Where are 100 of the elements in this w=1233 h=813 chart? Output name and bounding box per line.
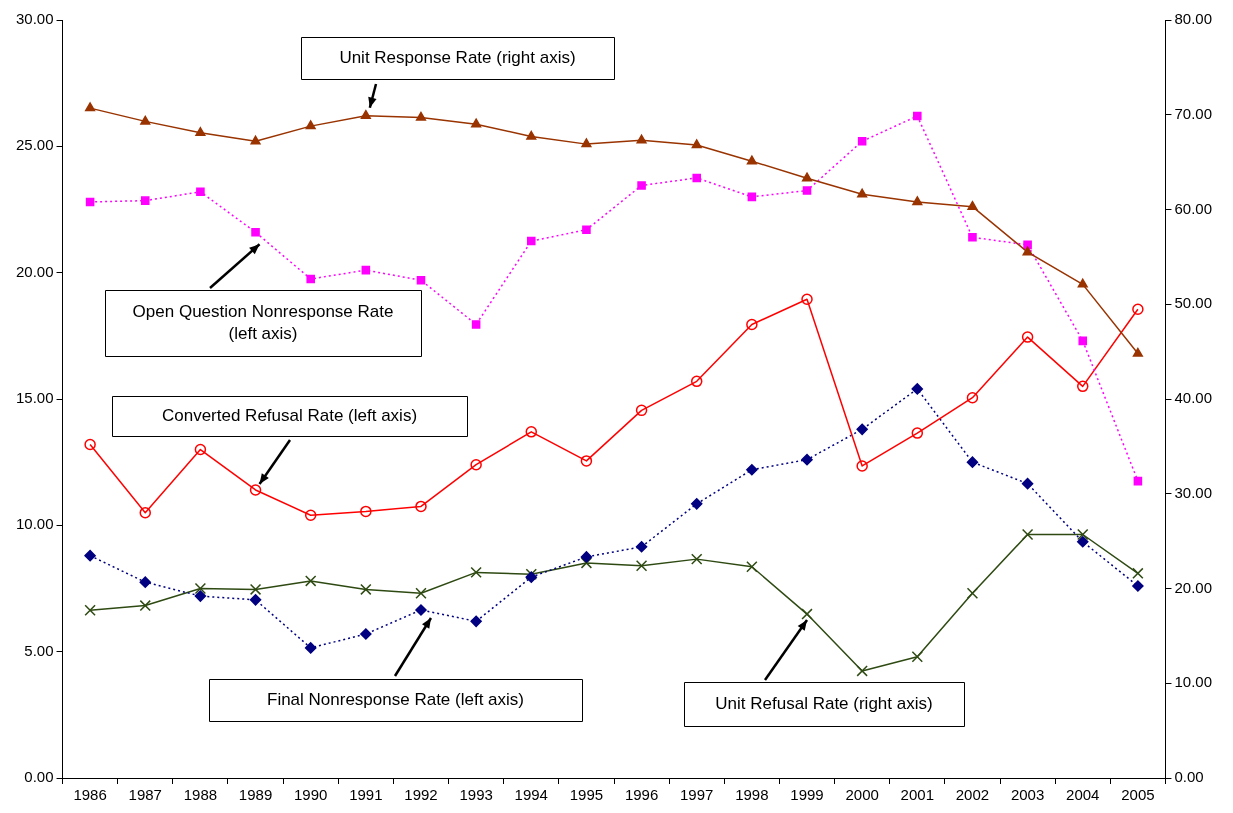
point: [635, 404, 648, 417]
point: [195, 127, 206, 136]
point: [1022, 246, 1033, 256]
point: [746, 561, 758, 573]
point: [140, 196, 150, 205]
point: [249, 484, 262, 496]
y-tick-label: 10.00: [15, 515, 54, 533]
point: [691, 139, 702, 149]
text: Converted Refusal Rate (left axis): [161, 405, 418, 425]
x-tick-label: 1999: [790, 786, 824, 804]
point: [194, 443, 207, 456]
series-label: Unit Refusal Rate (right axis): [715, 693, 933, 713]
point: [691, 553, 703, 565]
y2-tick-label: 30.00: [1174, 483, 1213, 501]
point: [1132, 580, 1144, 592]
point: [856, 423, 868, 436]
point: [968, 233, 977, 242]
point: [360, 583, 372, 596]
point: [1077, 278, 1088, 288]
x-tick-label: 1990: [294, 786, 328, 804]
point: [966, 587, 979, 599]
y2-tick-label: 20.00: [1174, 578, 1213, 596]
point: [250, 135, 261, 145]
point: [1133, 476, 1143, 486]
point: [747, 192, 757, 202]
x-tick-label: 2002: [955, 786, 990, 804]
point: [801, 172, 813, 182]
point: [251, 227, 260, 237]
x-tick-label: 1997: [680, 786, 714, 804]
point: [471, 320, 481, 329]
point: [84, 438, 96, 451]
point: [635, 541, 648, 553]
point: [967, 200, 978, 210]
point: [526, 130, 537, 140]
point: [1132, 303, 1144, 316]
point: [1077, 528, 1089, 541]
x-tick-label: 1995: [569, 786, 604, 804]
x-tick-label: 2001: [900, 786, 934, 804]
point: [857, 188, 868, 198]
point: [746, 318, 758, 331]
point: [360, 505, 372, 518]
x-tick-label: 1992: [404, 786, 438, 804]
x-tick-label: 1988: [183, 786, 218, 804]
point: [801, 608, 813, 620]
x-tick-label: 1994: [514, 786, 548, 804]
point: [580, 551, 593, 563]
point: [196, 187, 205, 197]
point: [636, 134, 647, 144]
x-tick-label: 1998: [735, 786, 769, 804]
x-tick-label: 1986: [73, 786, 107, 804]
x-tick-label: 2005: [1121, 786, 1155, 804]
point: [306, 274, 315, 284]
x-tick-label: 1993: [459, 786, 493, 804]
point: [1021, 331, 1034, 343]
point: [1021, 477, 1034, 490]
point: [690, 375, 703, 388]
y2-tick-label: 70.00: [1174, 104, 1213, 122]
point: [801, 293, 813, 305]
point: [416, 275, 426, 285]
point: [857, 136, 867, 146]
point: [582, 225, 591, 234]
point: [746, 464, 758, 476]
point: [85, 197, 95, 207]
point: [912, 196, 923, 206]
point: [84, 549, 96, 562]
y-tick-label: 15.00: [15, 389, 54, 407]
y2-tick-label: 40.00: [1174, 389, 1213, 407]
point: [911, 651, 924, 663]
text: Final Nonresponse Rate (left axis): [266, 689, 525, 709]
point: [525, 426, 538, 438]
point: [194, 590, 207, 602]
point: [1076, 380, 1089, 393]
point: [966, 456, 979, 468]
point: [580, 557, 593, 569]
point: [913, 111, 922, 121]
point: [194, 582, 207, 595]
point: [635, 560, 648, 572]
point: [856, 460, 868, 472]
x-tick-label: 1996: [624, 786, 659, 804]
y-tick-label: 25.00: [15, 136, 54, 154]
x-tick-label: 1987: [128, 786, 162, 804]
point: [415, 500, 427, 513]
point: [360, 109, 371, 119]
point: [1132, 567, 1144, 580]
point: [139, 599, 151, 612]
point: [527, 236, 536, 246]
y2-tick-label: 0.00: [1174, 768, 1204, 786]
point: [470, 615, 482, 628]
point: [801, 453, 813, 466]
point: [966, 391, 979, 404]
point: [1132, 347, 1143, 357]
point: [1078, 336, 1088, 346]
point: [911, 427, 924, 439]
point: [304, 642, 317, 654]
point: [1076, 536, 1089, 548]
point: [85, 102, 96, 112]
x-tick-label: 2004: [1066, 786, 1100, 804]
y2-tick-label: 10.00: [1174, 673, 1213, 691]
point: [692, 173, 702, 183]
point: [360, 628, 372, 640]
